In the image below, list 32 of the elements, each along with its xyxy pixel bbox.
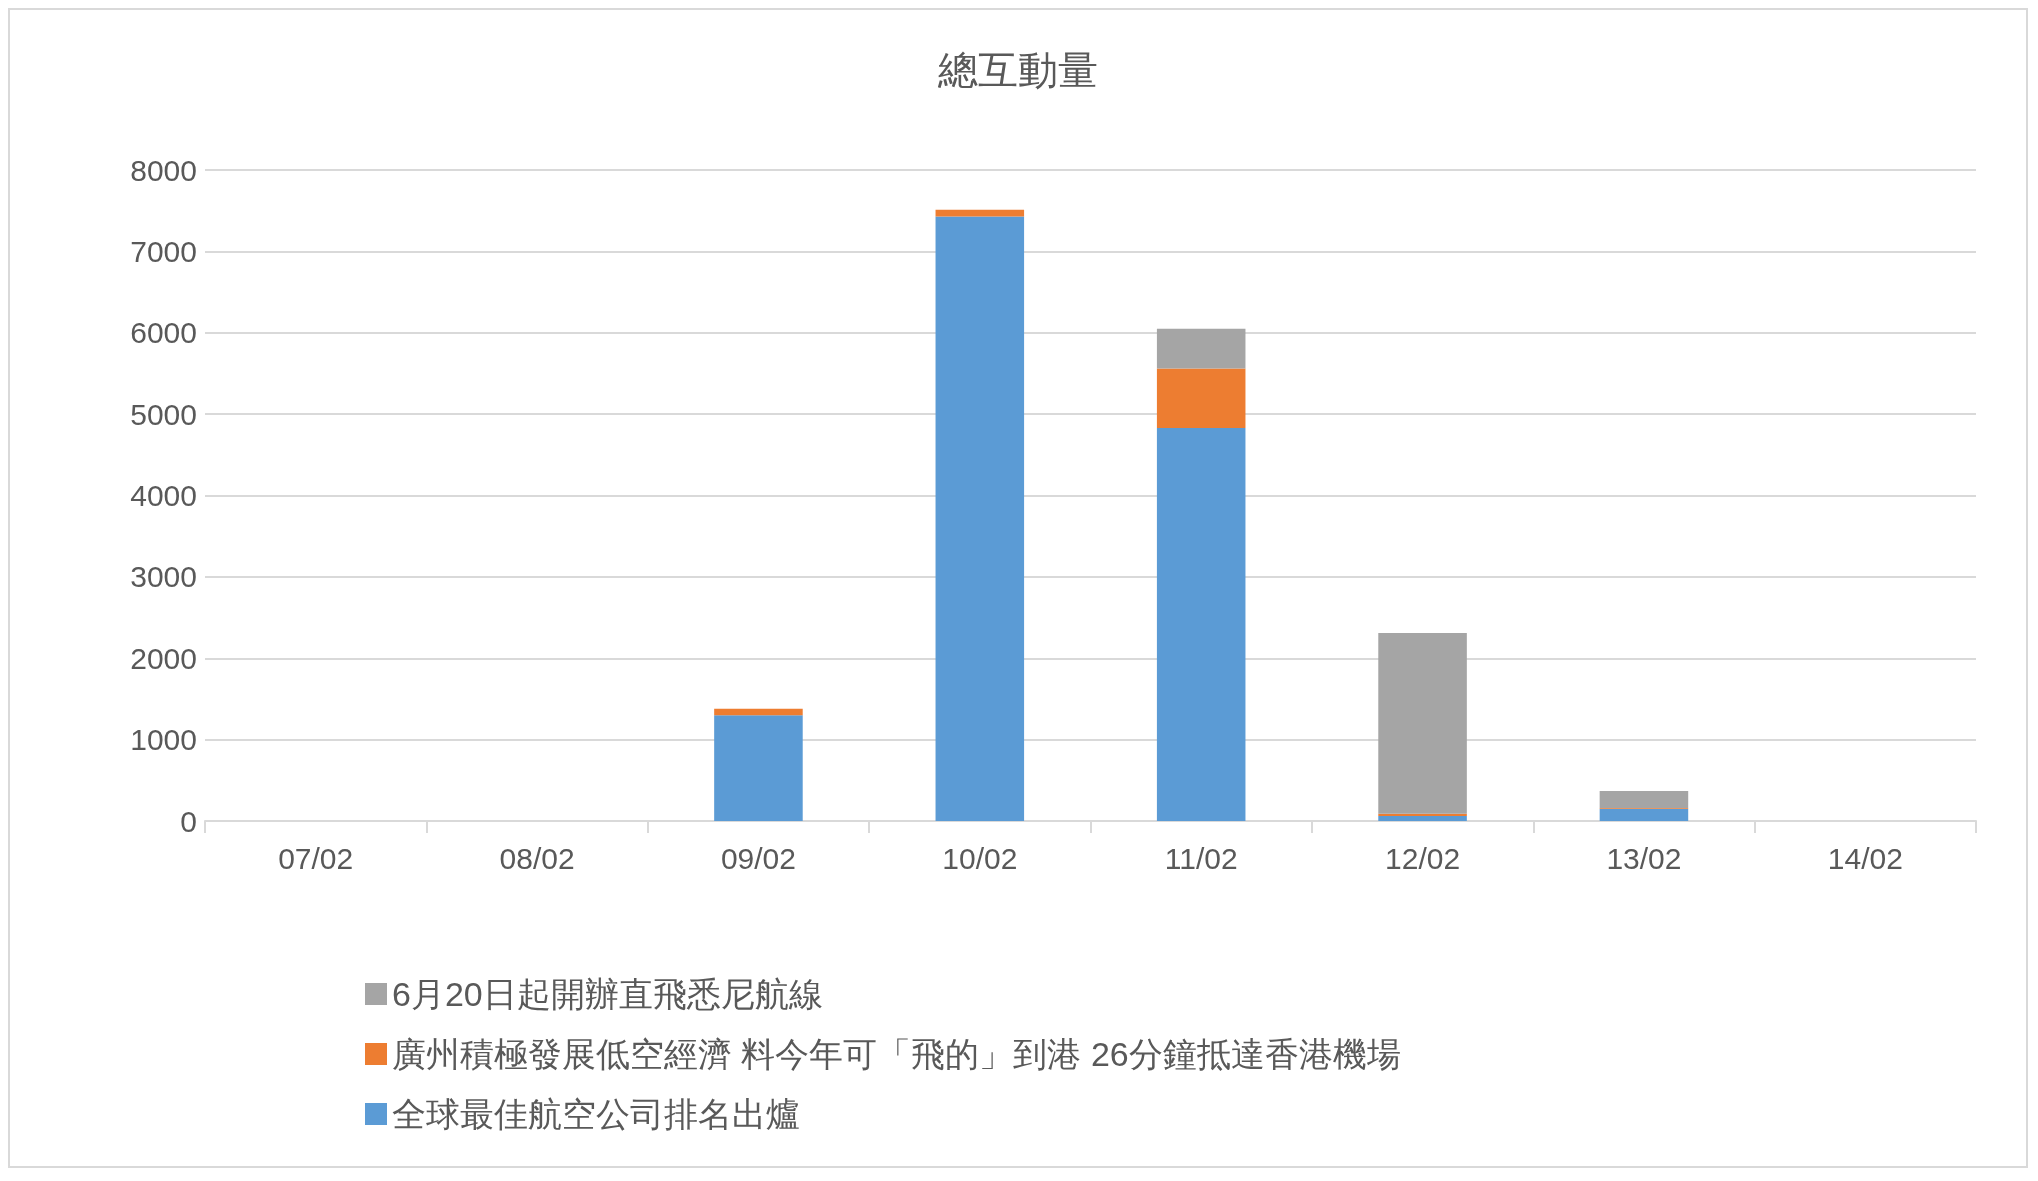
- bar: [1378, 633, 1467, 814]
- x-tick-label: 10/02: [942, 841, 1018, 875]
- bar: [935, 216, 1025, 821]
- x-tick-label: 14/02: [1827, 841, 1903, 875]
- bar: [1599, 808, 1689, 821]
- x-tick-label: 07/02: [278, 841, 354, 875]
- y-tick-label: 2000: [130, 641, 197, 675]
- bar: [1156, 427, 1246, 821]
- bar: [714, 708, 803, 716]
- legend-label: 廣州積極發展低空經濟 料今年可「飛的」到港 26分鐘抵達香港機場: [392, 1035, 1401, 1073]
- bar: [935, 209, 1025, 217]
- x-tick-label: 09/02: [720, 841, 796, 875]
- bar: [714, 715, 803, 821]
- y-tick-label: 1000: [130, 723, 197, 757]
- x-tick-label: 08/02: [499, 841, 575, 875]
- y-tick-label: 3000: [130, 560, 197, 594]
- y-tick-label: 5000: [130, 397, 197, 431]
- x-tick-label: 11/02: [1164, 841, 1238, 875]
- bar: [1599, 790, 1689, 808]
- x-tick-label: 12/02: [1385, 841, 1461, 875]
- bar: [1156, 368, 1246, 428]
- legend-label: 全球最佳航空公司排名出爐: [392, 1095, 800, 1133]
- legend-label: 6月20日起開辦直飛悉尼航線: [392, 975, 823, 1013]
- chart-title: 總互動量: [937, 48, 1098, 92]
- bar: [1156, 328, 1246, 369]
- bar: [1378, 816, 1467, 821]
- x-tick-label: 13/02: [1606, 841, 1682, 875]
- y-tick-label: 6000: [130, 316, 197, 350]
- y-tick-label: 8000: [130, 153, 197, 187]
- y-tick-label: 0: [180, 804, 197, 838]
- y-tick-label: 4000: [130, 479, 197, 512]
- y-tick-label: 7000: [130, 234, 197, 268]
